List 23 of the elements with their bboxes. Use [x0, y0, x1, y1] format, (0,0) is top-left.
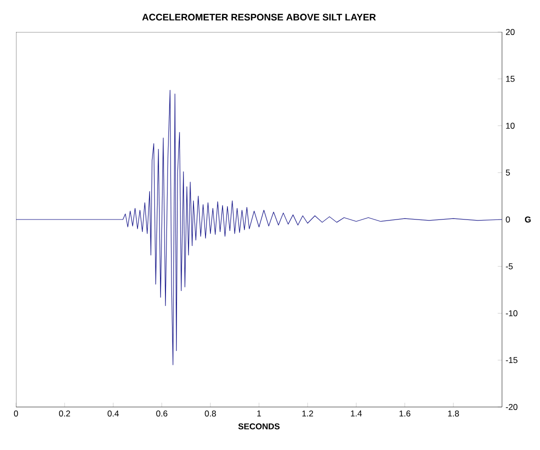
y-tick-label: -20: [506, 404, 518, 410]
y-tick-label: 5: [506, 170, 510, 176]
y-tick-label: 20: [506, 29, 515, 35]
x-tick-label: 1.8: [448, 410, 459, 417]
y-tick-label: 15: [506, 76, 515, 82]
y-tick-label: -5: [506, 263, 513, 270]
chart-title: ACCELEROMETER RESPONSE ABOVE SILT LAYER: [142, 14, 376, 20]
y-tick-label: -10: [506, 310, 518, 316]
x-tick-label: 1.6: [400, 410, 410, 417]
x-tick-label: 0.4: [108, 410, 119, 417]
x-tick-label: 1.4: [350, 410, 362, 416]
x-tick-label: 1.2: [302, 410, 314, 416]
x-axis-title: SECONDS: [238, 423, 280, 430]
y-tick-label: 0: [506, 216, 510, 222]
x-tick-label: 0.6: [156, 410, 168, 417]
y-tick-label: 10: [506, 122, 515, 129]
y-axis-title: G: [524, 216, 531, 222]
x-tick-label: 0.8: [204, 410, 216, 417]
x-tick-label: 0.2: [59, 410, 70, 417]
x-tick-label: 0: [14, 410, 18, 417]
y-tick-label: -15: [506, 357, 518, 364]
x-tick-label: 1: [257, 410, 261, 416]
line-series: [16, 90, 502, 366]
